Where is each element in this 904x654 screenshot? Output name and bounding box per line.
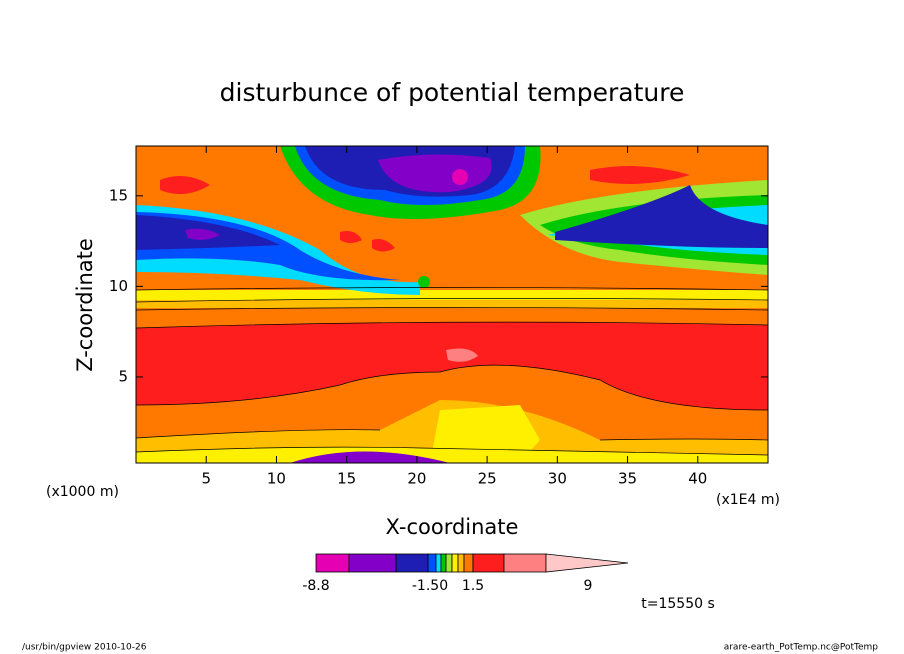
x-tick-label: 30 [548, 470, 567, 488]
colorbar-swatch [463, 553, 474, 573]
x-tick-label: 20 [407, 470, 426, 488]
plot-frame [135, 145, 769, 464]
footer-left: /usr/bin/gpview 2010-10-26 [22, 643, 147, 653]
x-unit: (x1000 m) [46, 484, 119, 500]
colorbar-swatch [457, 553, 465, 573]
colorbar-swatch [395, 553, 429, 573]
colorbar-swatch [445, 553, 453, 573]
y-tick-label: 10 [109, 277, 128, 295]
colorbar-swatch [503, 553, 547, 573]
x-unit-2: (x1E4 m) [716, 492, 780, 508]
time-label: t=15550 s [641, 596, 715, 612]
colorbar-label: 1.5 [462, 578, 484, 594]
colorbar-swatch [315, 553, 350, 573]
chart-title: disturbunce of potential temperature [220, 78, 685, 107]
x-axis-label: X-coordinate [386, 515, 519, 539]
colorbar-label: -8.8 [302, 578, 329, 594]
colorbar-label: -1.50 [412, 578, 448, 594]
y-axis-label: Z-coordinate [73, 238, 97, 372]
colorbar-swatch [451, 553, 459, 573]
x-tick-label: 15 [337, 470, 356, 488]
colorbar-swatch [427, 553, 437, 573]
footer-right: arare-earth_PotTemp.nc@PotTemp [724, 643, 879, 653]
x-tick-label: 10 [267, 470, 286, 488]
x-tick-label: 25 [478, 470, 497, 488]
colorbar-swatch [440, 553, 447, 573]
colorbar-swatch [472, 553, 505, 573]
colorbar-label: 9 [584, 578, 593, 594]
colorbar-swatch [348, 553, 397, 573]
y-tick-label: 5 [118, 367, 128, 385]
x-tick-label: 35 [618, 470, 637, 488]
colorbar-arrow [545, 553, 629, 573]
colorbar-swatch [435, 553, 442, 573]
contour-field [136, 146, 768, 463]
y-tick-label: 15 [109, 186, 128, 204]
x-tick-label: 40 [688, 470, 707, 488]
x-tick-label: 5 [201, 470, 211, 488]
